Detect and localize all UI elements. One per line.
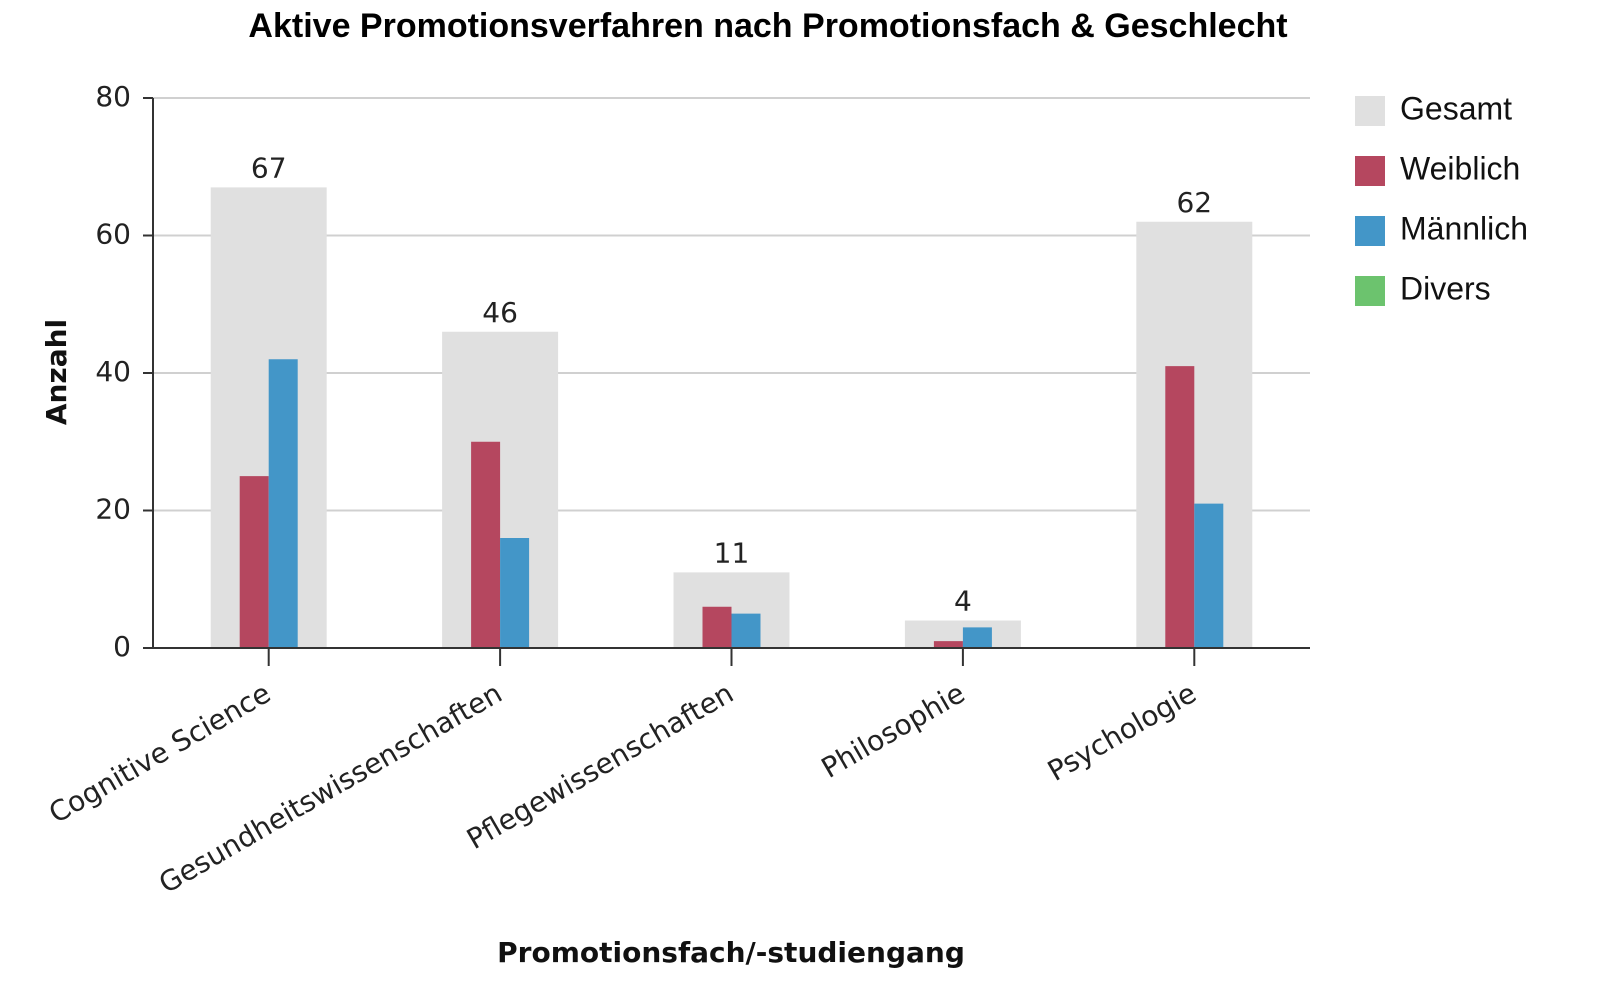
data-label: 11: [714, 536, 750, 569]
y-tick-label: 0: [113, 630, 131, 663]
y-tick-label: 40: [95, 355, 131, 388]
bar: [702, 606, 732, 648]
bar: [962, 627, 992, 648]
bar: [471, 441, 501, 648]
y-tick-label: 60: [95, 218, 131, 251]
legend-label: Divers: [1400, 270, 1491, 306]
legend-label: Weiblich: [1400, 150, 1520, 186]
legend-swatch: [1355, 216, 1385, 246]
data-label: 62: [1176, 186, 1212, 219]
data-label: 4: [954, 585, 972, 618]
legend-label: Männlich: [1400, 210, 1528, 246]
chart-title: Aktive Promotionsverfahren nach Promotio…: [248, 7, 1287, 45]
x-tick-label: Philosophie: [816, 676, 971, 784]
y-tick-label: 20: [95, 493, 131, 526]
bar: [268, 359, 298, 648]
legend-swatch: [1355, 96, 1385, 126]
legend-swatch: [1355, 156, 1385, 186]
bar: [731, 613, 761, 648]
x-tick-label: Cognitive Science: [43, 676, 276, 830]
bar: [239, 476, 269, 648]
bar: [933, 641, 963, 648]
y-tick-label: 80: [95, 80, 131, 113]
bar: [1194, 503, 1224, 648]
y-axis-label: Anzahl: [40, 319, 73, 425]
bar: [1165, 366, 1195, 648]
bar: [500, 538, 530, 648]
x-tick-label: Psychologie: [1042, 676, 1202, 787]
data-label: 67: [251, 151, 287, 184]
data-label: 46: [482, 296, 518, 329]
x-axis-label: Promotionsfach/-studiengang: [497, 936, 965, 969]
legend-label: Gesamt: [1400, 90, 1512, 126]
legend-swatch: [1355, 276, 1385, 306]
